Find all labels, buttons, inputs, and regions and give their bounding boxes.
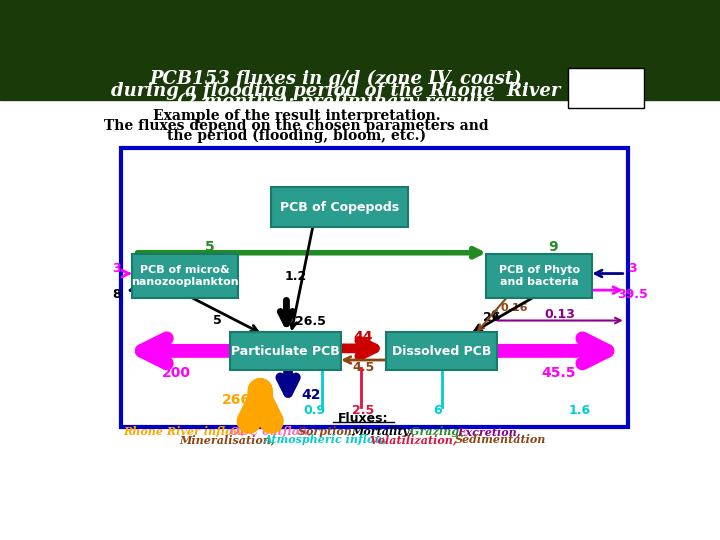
Text: 3: 3 [628, 262, 636, 275]
Text: Volatilization,: Volatilization, [370, 434, 461, 446]
Text: 26.5: 26.5 [295, 315, 326, 328]
Text: PCB153 fluxes in g/d (zone IV, coast): PCB153 fluxes in g/d (zone IV, coast) [149, 70, 522, 89]
FancyBboxPatch shape [132, 254, 238, 298]
Text: 6: 6 [490, 310, 498, 320]
Text: Grazing,: Grazing, [410, 426, 467, 437]
Text: 4.5: 4.5 [352, 361, 374, 374]
Text: 0.13: 0.13 [544, 308, 575, 321]
Text: Mortality,: Mortality, [351, 426, 416, 437]
Text: ⓘ: ⓘ [616, 79, 625, 94]
Text: 3: 3 [112, 262, 121, 275]
Text: 266: 266 [222, 393, 251, 407]
Text: Rhone River inflow,: Rhone River inflow, [124, 426, 249, 437]
Text: PCB of Phyto
and bacteria: PCB of Phyto and bacteria [499, 265, 580, 287]
Text: 2.5: 2.5 [352, 404, 374, 417]
FancyBboxPatch shape [121, 148, 629, 427]
Text: 6: 6 [433, 404, 441, 417]
Text: during a flooding period of the Rhone  River: during a flooding period of the Rhone Ri… [111, 82, 560, 99]
Text: 1.6: 1.6 [569, 404, 591, 417]
Text: Atmospheric inflow,: Atmospheric inflow, [264, 434, 392, 446]
Text: 1.6: 1.6 [281, 200, 302, 213]
FancyBboxPatch shape [386, 332, 498, 370]
Text: Particulate PCB: Particulate PCB [231, 345, 340, 358]
Text: (2 months); preliminary results: (2 months); preliminary results [176, 93, 495, 111]
FancyBboxPatch shape [230, 332, 341, 370]
Text: Mineralisation,: Mineralisation, [179, 434, 279, 446]
Text: Example of the result interpretation.: Example of the result interpretation. [153, 109, 440, 123]
Text: 5: 5 [205, 240, 215, 254]
Text: 8: 8 [112, 288, 121, 301]
Text: Sedimentation: Sedimentation [455, 434, 546, 446]
Text: 44: 44 [354, 330, 373, 344]
Text: PCB of micro&
nanozooplankton: PCB of micro& nanozooplankton [131, 265, 238, 287]
Text: PCB of Copepods: PCB of Copepods [280, 201, 400, 214]
Text: The fluxes depend on the chosen parameters and: The fluxes depend on the chosen paramete… [104, 118, 489, 132]
Text: 5: 5 [213, 314, 222, 327]
Text: Dissolved PCB: Dissolved PCB [392, 345, 491, 358]
Text: 0.4: 0.4 [371, 200, 393, 213]
FancyBboxPatch shape [568, 68, 644, 109]
Text: 42: 42 [301, 388, 320, 402]
Text: 200: 200 [162, 366, 191, 380]
Text: Sorption,: Sorption, [298, 426, 360, 437]
FancyBboxPatch shape [486, 254, 592, 298]
Text: 26: 26 [483, 310, 500, 323]
Text: Excretion,: Excretion, [457, 426, 521, 437]
Text: cc: cc [577, 80, 592, 93]
Text: BY: BY [598, 97, 609, 106]
Text: 39.5: 39.5 [617, 288, 648, 301]
Text: OBC outflow,: OBC outflow, [230, 426, 315, 437]
Text: 45.5: 45.5 [541, 366, 576, 380]
Text: Fluxes:: Fluxes: [338, 411, 389, 425]
Text: 0.16: 0.16 [500, 303, 528, 313]
Text: 1.2: 1.2 [284, 271, 307, 284]
FancyBboxPatch shape [271, 187, 408, 227]
Text: 3.6: 3.6 [348, 209, 370, 222]
Text: 9: 9 [549, 240, 558, 254]
Text: the period (flooding, bloom, etc.): the period (flooding, bloom, etc.) [167, 129, 426, 143]
Text: 0.9: 0.9 [303, 404, 325, 417]
